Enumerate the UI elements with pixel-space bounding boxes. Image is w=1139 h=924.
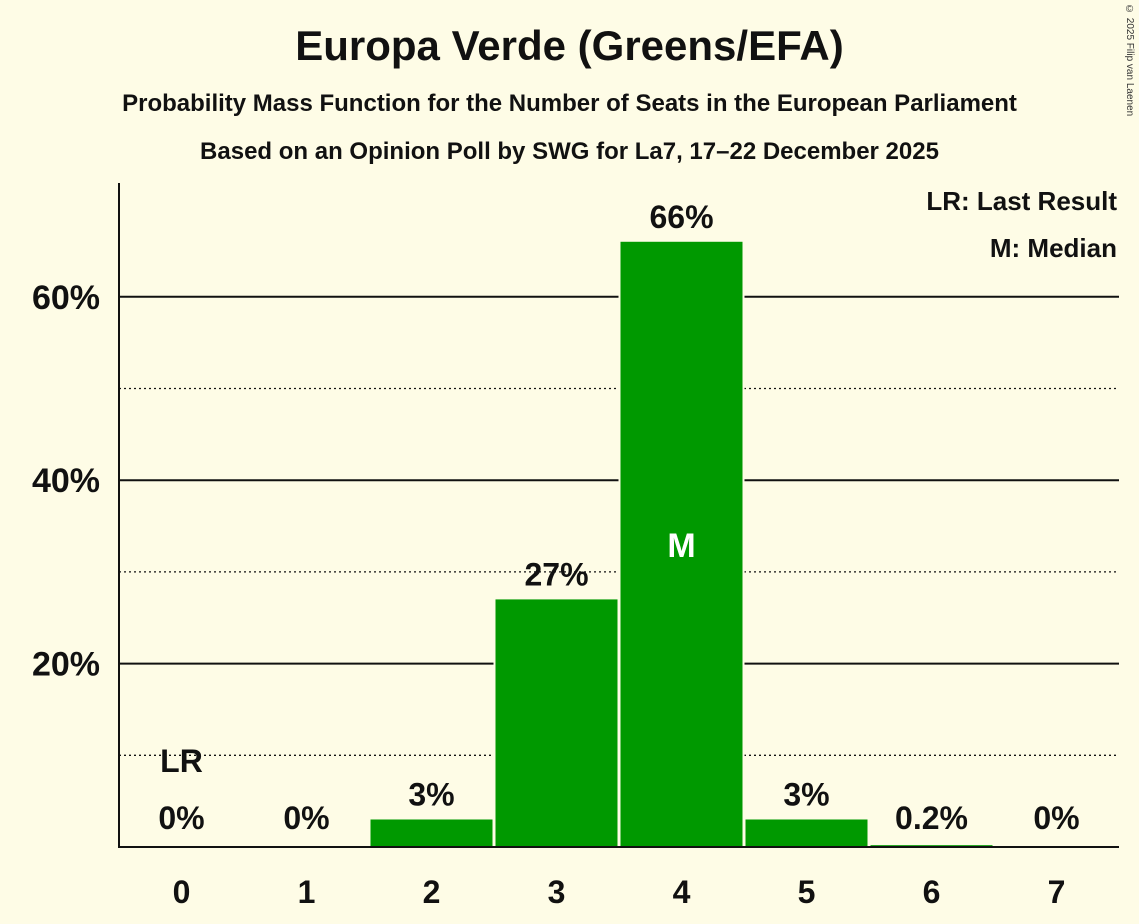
value-label: 0% <box>1033 800 1079 836</box>
x-tick-label: 1 <box>298 874 316 910</box>
bar-halo <box>868 843 995 847</box>
value-label: 3% <box>783 776 829 812</box>
bar-seats-4 <box>620 241 743 847</box>
legend-median: M: Median <box>990 233 1117 263</box>
y-tick-label: 20% <box>32 646 100 684</box>
value-label: 0% <box>283 800 329 836</box>
median-marker: M <box>667 527 695 565</box>
x-tick-label: 4 <box>673 874 691 910</box>
legend-last-result: LR: Last Result <box>926 186 1117 216</box>
y-tick-label: 40% <box>32 462 100 500</box>
x-tick-label: 2 <box>423 874 441 910</box>
x-tick-label: 5 <box>798 874 816 910</box>
copyright-notice: © 2025 Filip van Laenen <box>1124 4 1135 117</box>
poll-source: Based on an Opinion Poll by SWG for La7,… <box>200 138 939 165</box>
bar-seats-2 <box>370 819 493 847</box>
value-label: 0% <box>158 800 204 836</box>
x-tick-label: 3 <box>548 874 566 910</box>
x-tick-label: 0 <box>173 874 191 910</box>
x-tick-label: 6 <box>923 874 941 910</box>
y-tick-label: 60% <box>32 279 100 317</box>
value-label: 3% <box>408 776 454 812</box>
value-label: 66% <box>649 199 713 235</box>
x-tick-label: 7 <box>1048 874 1066 910</box>
chart-title: Europa Verde (Greens/EFA) <box>295 22 844 69</box>
value-label: 27% <box>524 556 588 592</box>
value-label: 0.2% <box>895 800 968 836</box>
bar-seats-3 <box>495 599 618 847</box>
last-result-marker: LR <box>160 743 203 779</box>
bar-seats-5 <box>745 819 868 847</box>
chart-subtitle: Probability Mass Function for the Number… <box>122 90 1017 117</box>
